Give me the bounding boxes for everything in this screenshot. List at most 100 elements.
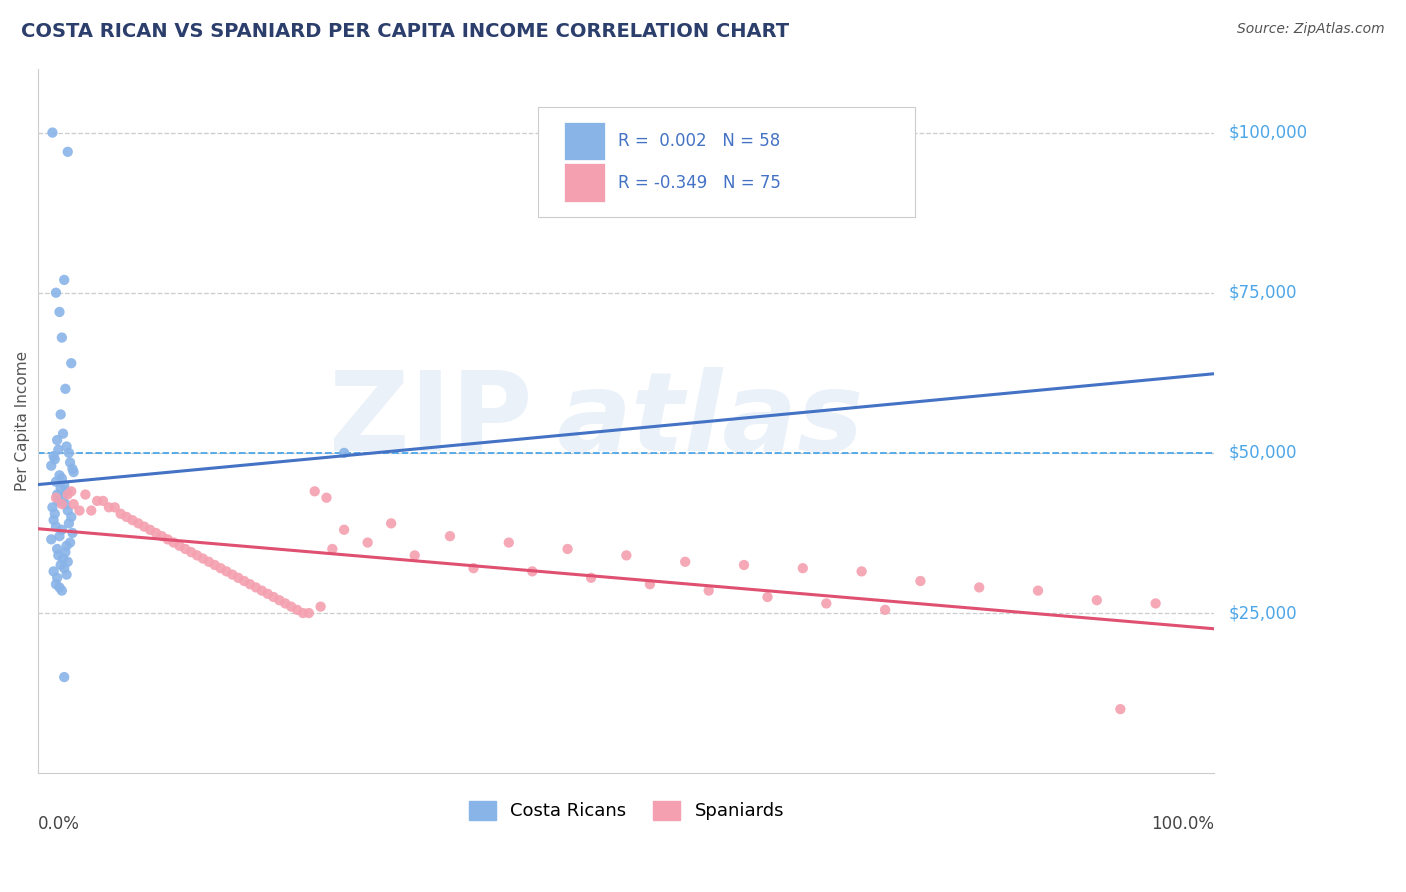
Text: COSTA RICAN VS SPANIARD PER CAPITA INCOME CORRELATION CHART: COSTA RICAN VS SPANIARD PER CAPITA INCOM… xyxy=(21,22,789,41)
Point xyxy=(463,561,485,575)
Point xyxy=(145,525,167,540)
Point xyxy=(1144,596,1167,610)
Point xyxy=(62,462,84,476)
Point xyxy=(56,503,79,517)
Point xyxy=(53,561,76,575)
Point xyxy=(49,481,72,495)
Point xyxy=(48,468,70,483)
Text: Source: ZipAtlas.com: Source: ZipAtlas.com xyxy=(1237,22,1385,37)
Point xyxy=(638,577,661,591)
Point xyxy=(522,565,544,579)
Point xyxy=(245,581,267,595)
Point xyxy=(75,487,97,501)
Point xyxy=(191,551,214,566)
Point xyxy=(45,285,67,300)
Point xyxy=(380,516,402,531)
Point xyxy=(1109,702,1132,716)
Point xyxy=(44,507,66,521)
Point xyxy=(55,539,77,553)
Point xyxy=(233,574,256,588)
Point xyxy=(162,535,184,549)
Text: R = -0.349   N = 75: R = -0.349 N = 75 xyxy=(619,174,780,192)
Point xyxy=(97,500,120,515)
Point xyxy=(48,581,70,595)
Point xyxy=(69,503,91,517)
Point xyxy=(46,487,69,501)
Point xyxy=(48,529,70,543)
Point xyxy=(285,603,308,617)
Point xyxy=(41,500,63,515)
Point xyxy=(62,497,84,511)
Point xyxy=(80,503,103,517)
Point xyxy=(169,539,191,553)
Point xyxy=(55,440,77,454)
Point xyxy=(733,558,755,572)
Point xyxy=(333,523,356,537)
Point xyxy=(967,581,990,595)
Point xyxy=(49,558,72,572)
Point xyxy=(298,606,321,620)
Point xyxy=(51,330,73,344)
Point xyxy=(56,145,79,159)
Point xyxy=(697,583,720,598)
Point xyxy=(280,599,302,614)
Text: $25,000: $25,000 xyxy=(1229,604,1298,622)
Point xyxy=(52,491,75,505)
Point xyxy=(56,555,79,569)
Point xyxy=(51,583,73,598)
Legend: Costa Ricans, Spaniards: Costa Ricans, Spaniards xyxy=(461,794,792,828)
Point xyxy=(404,549,426,563)
Point xyxy=(309,599,332,614)
Point xyxy=(52,426,75,441)
Point xyxy=(139,523,162,537)
Point xyxy=(127,516,149,531)
Point xyxy=(304,484,326,499)
Point xyxy=(134,519,156,533)
Point xyxy=(792,561,814,575)
Point xyxy=(45,475,67,489)
Point xyxy=(250,583,273,598)
Point xyxy=(60,510,83,524)
Point xyxy=(59,535,82,549)
Point xyxy=(45,519,67,533)
Point xyxy=(44,452,66,467)
Point xyxy=(215,565,238,579)
Point xyxy=(221,567,243,582)
FancyBboxPatch shape xyxy=(564,163,605,202)
Point xyxy=(150,529,173,543)
Point xyxy=(46,571,69,585)
Point xyxy=(55,484,77,499)
Point xyxy=(263,590,285,604)
Point xyxy=(91,494,114,508)
Point xyxy=(910,574,932,588)
Point xyxy=(42,513,65,527)
Text: $75,000: $75,000 xyxy=(1229,284,1298,301)
Point xyxy=(58,446,80,460)
Point xyxy=(42,449,65,463)
Point xyxy=(315,491,337,505)
Point xyxy=(46,541,69,556)
Point xyxy=(86,494,108,508)
Point xyxy=(209,561,232,575)
Point xyxy=(226,571,249,585)
Point xyxy=(58,516,80,531)
Point xyxy=(579,571,602,585)
Point xyxy=(104,500,127,515)
Point xyxy=(156,533,179,547)
Point xyxy=(269,593,291,607)
Point xyxy=(51,497,73,511)
Point xyxy=(439,529,461,543)
Point xyxy=(46,433,69,447)
Point xyxy=(41,126,63,140)
Point xyxy=(186,549,208,563)
Point xyxy=(557,541,579,556)
Point xyxy=(498,535,520,549)
Point xyxy=(756,590,779,604)
Point xyxy=(198,555,221,569)
Text: 0.0%: 0.0% xyxy=(38,815,80,833)
Point xyxy=(39,533,62,547)
Point xyxy=(51,471,73,485)
Text: $100,000: $100,000 xyxy=(1229,124,1308,142)
Point xyxy=(42,565,65,579)
FancyBboxPatch shape xyxy=(564,121,605,161)
